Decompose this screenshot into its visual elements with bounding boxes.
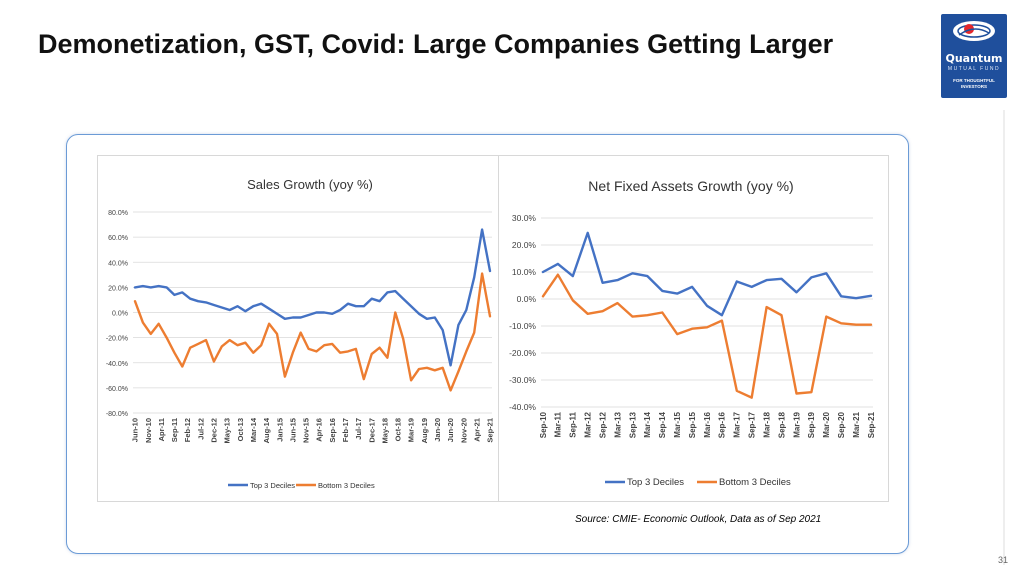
y-tick-label: 20.0% [108,285,128,292]
x-tick-label: Jan-20 [433,418,442,442]
x-tick-label: Jun-10 [131,418,140,442]
source-note: Source: CMIE- Economic Outlook, Data as … [575,514,822,525]
y-tick-label: -20.0% [509,348,536,358]
logo-mark-icon [953,21,995,41]
y-tick-label: -20.0% [106,336,128,343]
x-tick-label: Jun-20 [446,418,455,442]
x-tick-label: Apr-11 [157,418,166,441]
x-tick-label: Mar-16 [703,411,712,437]
x-tick-label: Mar-20 [822,411,831,437]
y-tick-label: 30.0% [512,213,537,223]
x-tick-label: Aug-14 [262,417,271,443]
x-tick-label: Mar-19 [407,418,416,442]
quantum-logo: Quantum MUTUAL FUND FOR THOUGHTFUL INVES… [941,14,1007,98]
x-tick-label: Mar-12 [584,411,593,437]
x-tick-label: Aug-19 [420,418,429,443]
x-tick-label: Jul-12 [196,418,205,440]
x-tick-label: May-13 [223,418,232,443]
x-tick-label: Sep-21 [867,411,876,438]
y-tick-label: -40.0% [509,402,536,412]
series-line-top-3-deciles [133,228,492,367]
x-tick-label: Sep-14 [658,411,667,438]
x-tick-label: Nov-15 [302,418,311,443]
y-tick-label: 20.0% [512,240,537,250]
x-tick-label: Sep-15 [688,411,697,438]
legend-label: Bottom 3 Deciles [318,481,375,490]
x-tick-label: Sep-12 [598,411,607,438]
x-tick-label: Nov-20 [459,418,468,443]
x-tick-label: Sep-21 [486,418,495,443]
x-tick-label: Feb-17 [341,418,350,442]
x-tick-label: Sep-20 [837,411,846,438]
x-tick-label: Sep-16 [328,418,337,443]
y-tick-label: -60.0% [106,386,128,393]
x-tick-label: Mar-21 [852,411,861,437]
chart-title: Net Fixed Assets Growth (yoy %) [588,178,793,194]
x-tick-label: Apr-16 [315,418,324,442]
series-line-bottom-3-deciles [541,273,873,399]
y-tick-label: -30.0% [509,375,536,385]
legend-label: Top 3 Deciles [627,477,684,488]
x-tick-label: Mar-15 [673,411,682,437]
x-tick-label: May-18 [380,418,389,443]
y-tick-label: -10.0% [509,321,536,331]
x-tick-label: Sep-11 [569,411,578,437]
slide-edge-divider [1003,110,1005,565]
x-tick-label: Sep-11 [170,418,179,442]
net-fixed-assets-growth-chart: Net Fixed Assets Growth (yoy %) 30.0% 20.0… [498,155,889,502]
sales-growth-chart: Sales Growth (yoy %) 80.0% 60.0% 40.0% 20.0%… [97,155,500,502]
logo-sub: MUTUAL FUND [947,66,1001,72]
page-number: 31 [998,555,1009,565]
y-tick-label: 0.0% [517,294,537,304]
x-tick-label: Sep-16 [718,411,727,438]
y-tick-label: -80.0% [106,411,128,418]
y-tick-label: 60.0% [108,235,128,242]
y-tick-label: 0.0% [112,311,128,318]
x-tick-label: Sep-10 [539,411,548,438]
x-tick-label: Sep-13 [628,411,637,438]
x-tick-label: Nov-10 [144,418,153,443]
legend-label: Top 3 Deciles [250,481,295,490]
x-tick-label: Jan-15 [275,418,284,442]
x-tick-label: Dec-12 [210,418,219,443]
slide-title: Demonetization, GST, Covid: Large Compan… [38,29,834,59]
logo-tag-line1: FOR THOUGHTFUL [953,78,995,83]
x-tick-label: Mar-11 [554,411,563,437]
series-line-top-3-deciles [541,231,873,317]
chart-svg: Sales Growth (yoy %) 80.0% 60.0% 40.0% 20.0%… [106,177,495,490]
chart-title: Sales Growth (yoy %) [247,177,373,192]
x-tick-label: Mar-18 [762,411,771,437]
legend-label: Bottom 3 Deciles [719,477,791,488]
x-tick-label: Mar-14 [249,417,258,442]
x-tick-label: Jul-17 [354,418,363,440]
x-tick-label: Sep-17 [748,411,757,438]
x-tick-label: Feb-12 [183,418,192,442]
x-tick-label: Dec-17 [367,418,376,443]
chart-svg: Net Fixed Assets Growth (yoy %) 30.0% 20.0… [509,178,876,488]
x-tick-label: Mar-13 [613,411,622,437]
x-tick-label: Mar-19 [792,411,801,437]
x-tick-label: Oct-18 [394,418,403,441]
y-tick-label: 80.0% [108,210,128,217]
x-tick-label: Oct-13 [236,418,245,441]
logo-tag-line2: INVESTORS [961,84,987,89]
x-tick-label: Sep-19 [807,411,816,438]
y-tick-label: 40.0% [108,260,128,267]
x-tick-label: Sep-18 [777,411,786,438]
x-tick-label: Jun-15 [288,418,297,442]
x-tick-label: Mar-17 [733,411,742,437]
series-line-bottom-3-deciles [133,272,492,392]
y-tick-label: 10.0% [512,267,537,277]
logo-tagline: FOR THOUGHTFUL INVESTORS [944,78,1004,90]
y-tick-label: -40.0% [106,361,128,368]
x-tick-label: Apr-21 [472,418,481,442]
x-tick-label: Mar-14 [643,411,652,437]
logo-brand: Quantum [945,52,1003,65]
